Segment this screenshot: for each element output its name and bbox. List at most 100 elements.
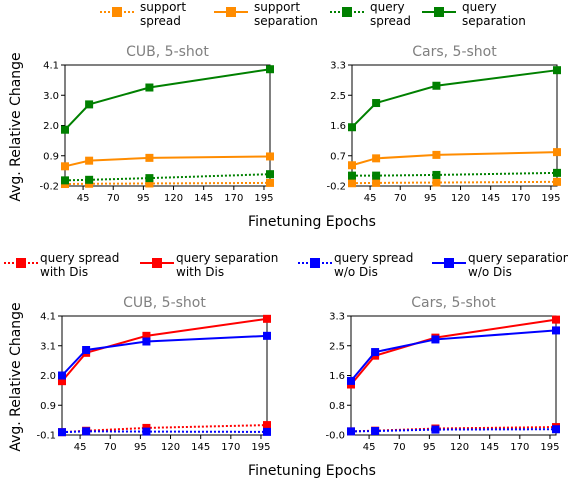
y-axis-label-bottom: Avg. Relative Change <box>8 302 24 451</box>
data-point <box>553 177 561 186</box>
data-point <box>263 427 271 436</box>
legend-marker <box>226 7 236 17</box>
series-line <box>64 181 271 186</box>
y-tick-label: -0.2 <box>326 182 346 193</box>
y-tick-label: 2.5 <box>330 91 346 102</box>
series-line <box>64 155 271 168</box>
legend-label-line1: query <box>462 0 497 14</box>
data-point <box>266 152 274 161</box>
series-line <box>350 428 557 433</box>
legend-label-line1: support <box>254 0 300 14</box>
data-point <box>266 170 274 179</box>
legend-label-line1: query <box>370 0 405 14</box>
y-axis-label-top: Avg. Relative Change <box>8 52 24 201</box>
legend-label-line2: separation <box>254 14 318 28</box>
legend-item: query separation with Dis <box>140 251 278 279</box>
legend-label-line1: query separation <box>468 251 568 265</box>
chart-title: Cars, 5-shot <box>411 295 496 311</box>
y-tick-label: -0.2 <box>39 182 59 193</box>
data-point <box>145 179 154 188</box>
chart-panel: CUB, 5-shot 45 70 95 120 145 170 195 -0.1 0.9 2.0 3… <box>36 295 271 453</box>
data-point <box>145 153 154 162</box>
chart-panel: Cars, 5-shot 45 70 95 120 145 170 195 -0.0 0.8 1.6… <box>325 295 560 453</box>
legend-item: support spread <box>100 0 186 28</box>
data-point <box>348 161 356 170</box>
legend-item: support separation <box>214 0 318 28</box>
data-point <box>348 179 356 188</box>
data-point <box>347 427 355 436</box>
y-tick-label: 0.9 <box>43 151 59 162</box>
data-point <box>432 150 441 159</box>
series-line <box>64 68 271 131</box>
data-point <box>266 178 274 187</box>
data-point <box>85 100 94 109</box>
y-tick-label: 3.0 <box>43 91 59 102</box>
data-point <box>371 348 380 357</box>
chart-title: Cars, 5-shot <box>412 44 497 60</box>
x-tick-label: 70 <box>393 442 406 453</box>
x-tick-label: 70 <box>104 442 117 453</box>
chart-panel: Cars, 5-shot 45 70 95 120 145 170 195 -0.2 0.7 1.6… <box>326 44 561 204</box>
chart-title: CUB, 5-shot <box>126 44 209 60</box>
x-tick-label: 195 <box>540 442 559 453</box>
y-tick-label: -0.0 <box>325 431 345 442</box>
x-tick-label: 145 <box>480 442 499 453</box>
x-tick-label: 95 <box>137 193 150 204</box>
legend-label-line1: query spread <box>334 251 413 265</box>
legend-bottom: query spread with Dis query separation w… <box>4 251 568 279</box>
legend-marker <box>310 258 320 268</box>
legend-item: query separation <box>422 0 526 28</box>
data-point <box>61 125 69 134</box>
x-tick-label: 45 <box>364 193 377 204</box>
legend-marker <box>16 258 26 268</box>
data-point <box>553 148 561 157</box>
data-point <box>58 377 66 386</box>
series-line <box>351 69 558 128</box>
series-line <box>351 180 558 185</box>
x-tick-label: 95 <box>424 193 437 204</box>
x-tick-label: 120 <box>164 193 183 204</box>
legend-marker <box>342 7 352 17</box>
x-tick-label: 145 <box>481 193 500 204</box>
x-tick-label: 45 <box>74 442 87 453</box>
x-tick-label: 195 <box>251 442 270 453</box>
x-tick-label: 195 <box>541 193 560 204</box>
x-tick-label: 95 <box>134 442 147 453</box>
legend-marker <box>444 258 454 268</box>
data-point <box>372 171 381 180</box>
x-tick-label: 170 <box>510 442 529 453</box>
y-tick-label: 1.6 <box>329 371 345 382</box>
data-point <box>61 176 69 185</box>
x-tick-label: 45 <box>363 442 376 453</box>
data-point <box>142 337 151 346</box>
series-line <box>64 173 271 182</box>
data-point <box>553 66 561 75</box>
data-point <box>372 178 381 187</box>
series-line <box>351 151 558 167</box>
legend-label-line1: support <box>140 0 186 14</box>
data-point <box>82 346 91 354</box>
legend-label-line2: with Dis <box>176 265 224 279</box>
series-line <box>61 430 268 434</box>
y-tick-label: 1.6 <box>330 121 346 132</box>
y-tick-label: 4.1 <box>43 61 59 72</box>
x-tick-label: 170 <box>221 442 240 453</box>
y-tick-label: 0.8 <box>329 401 345 412</box>
panels: CUB, 5-shot 45 70 95 120 145 170 195 -0.2 0.9 2.0 3… <box>36 44 561 453</box>
x-tick-label: 70 <box>394 193 407 204</box>
series-line <box>352 171 558 177</box>
series-line <box>61 317 268 382</box>
x-tick-label: 120 <box>450 442 469 453</box>
data-point <box>263 331 271 340</box>
y-tick-label: 2.5 <box>329 341 345 352</box>
data-point <box>85 175 94 184</box>
series-line <box>350 426 557 433</box>
y-tick-label: 0.9 <box>40 401 56 412</box>
x-axis-label-bottom: Finetuning Epochs <box>248 463 376 479</box>
series-line <box>61 424 268 434</box>
data-point <box>431 425 440 434</box>
data-point <box>142 427 151 436</box>
data-point <box>432 81 441 90</box>
x-tick-label: 170 <box>511 193 530 204</box>
